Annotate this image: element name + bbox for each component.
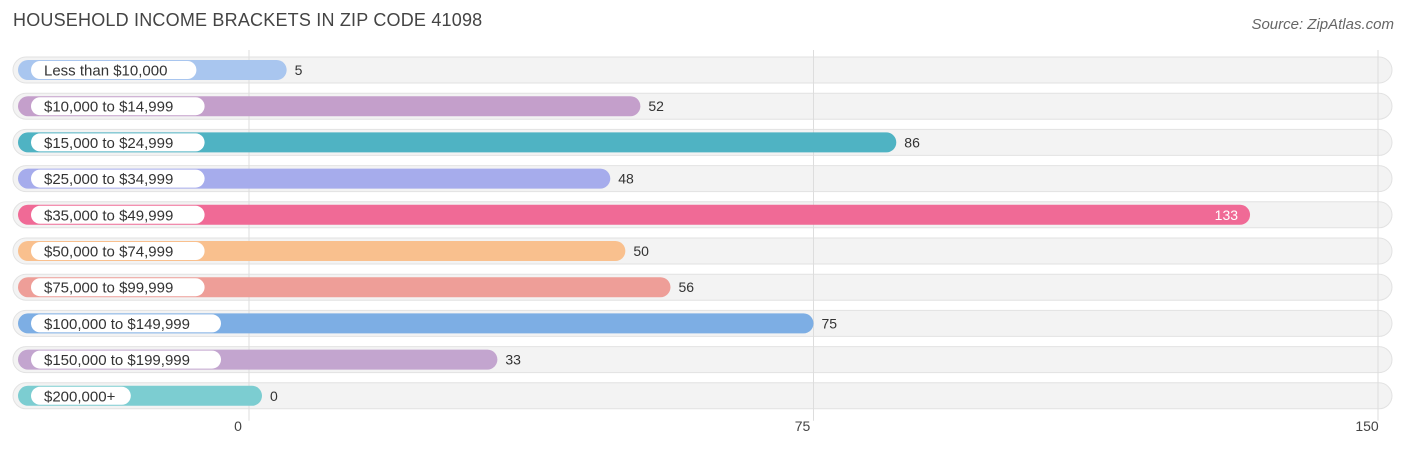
category-label: $50,000 to $74,999 bbox=[44, 244, 173, 261]
data-label: 86 bbox=[904, 134, 920, 150]
bar-row: $75,000 to $99,999 56 bbox=[18, 277, 694, 298]
chart-title: HOUSEHOLD INCOME BRACKETS IN ZIP CODE 41… bbox=[13, 10, 483, 30]
category-label: $150,000 to $199,999 bbox=[44, 352, 190, 369]
chart-source: Source: ZipAtlas.com bbox=[1251, 16, 1394, 33]
data-label: 48 bbox=[618, 171, 634, 187]
category-label-pill bbox=[31, 169, 205, 188]
category-label-pill bbox=[31, 386, 131, 405]
category-label: $15,000 to $24,999 bbox=[44, 135, 173, 152]
bar-row: $50,000 to $74,999 50 bbox=[18, 241, 649, 261]
category-label-pill bbox=[31, 314, 221, 333]
bar-row: $100,000 to $149,999 75 bbox=[18, 313, 838, 334]
category-label: $10,000 to $14,999 bbox=[44, 99, 173, 116]
category-label: $200,000+ bbox=[44, 388, 116, 405]
bar-row: $200,000+ 0 bbox=[18, 385, 278, 406]
category-label-pill bbox=[31, 61, 197, 79]
bar-row: Less than $10,000 5 bbox=[18, 60, 303, 80]
data-label: 5 bbox=[295, 62, 303, 78]
bar bbox=[18, 132, 897, 153]
data-label: 56 bbox=[678, 279, 694, 295]
row-track bbox=[12, 56, 1393, 84]
bar bbox=[18, 204, 1251, 225]
row-track bbox=[12, 382, 1393, 410]
category-label: Less than $10,000 bbox=[44, 63, 167, 80]
category-label-pill bbox=[31, 242, 205, 260]
category-label: $75,000 to $99,999 bbox=[44, 280, 173, 297]
data-label: 75 bbox=[822, 315, 838, 331]
category-label-pill bbox=[31, 133, 205, 152]
data-label: 52 bbox=[648, 98, 664, 114]
category-label-pill bbox=[31, 205, 205, 224]
bar-row: $25,000 to $34,999 48 bbox=[18, 168, 634, 189]
x-tick-label: 0 bbox=[234, 418, 242, 434]
bar-row: $150,000 to $199,999 33 bbox=[18, 349, 521, 370]
bar-row: $15,000 to $24,999 86 bbox=[18, 132, 920, 153]
data-label: 50 bbox=[633, 243, 649, 259]
data-label: 0 bbox=[270, 388, 278, 404]
data-label: 33 bbox=[505, 352, 521, 368]
bar-row: $10,000 to $14,999 52 bbox=[18, 96, 664, 117]
category-label-pill bbox=[31, 97, 205, 116]
category-label-pill bbox=[31, 350, 221, 369]
bar-row: $35,000 to $49,999 133 bbox=[18, 204, 1251, 225]
category-label: $100,000 to $149,999 bbox=[44, 316, 190, 333]
category-label-pill bbox=[31, 278, 205, 297]
data-label: 133 bbox=[1215, 207, 1239, 223]
category-label: $35,000 to $49,999 bbox=[44, 207, 173, 224]
x-tick-label: 150 bbox=[1355, 418, 1379, 434]
category-label: $25,000 to $34,999 bbox=[44, 171, 173, 188]
x-tick-label: 75 bbox=[795, 418, 811, 434]
